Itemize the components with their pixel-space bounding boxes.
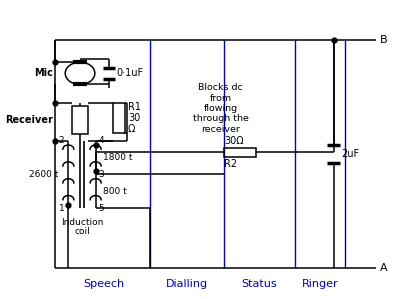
Text: 0·1uF: 0·1uF	[116, 68, 143, 78]
Text: R1: R1	[128, 102, 141, 112]
Text: 2uF: 2uF	[341, 149, 359, 159]
Text: B: B	[380, 35, 387, 45]
Text: 30: 30	[128, 113, 140, 123]
Text: Speech: Speech	[83, 279, 124, 289]
Text: 2600 t: 2600 t	[29, 170, 59, 179]
Text: R2: R2	[224, 159, 238, 169]
Text: 800 t: 800 t	[103, 187, 127, 196]
Text: A: A	[380, 263, 387, 273]
Text: Induction: Induction	[61, 218, 103, 227]
Bar	[113, 103, 125, 133]
Text: 4: 4	[99, 136, 104, 145]
Text: 30Ω: 30Ω	[224, 136, 244, 146]
Text: Ω: Ω	[128, 124, 135, 134]
Text: Dialling: Dialling	[166, 279, 209, 289]
Text: 5: 5	[99, 204, 105, 213]
Bar	[72, 106, 88, 134]
Text: 2: 2	[59, 136, 64, 145]
Bar	[224, 148, 256, 157]
Text: 1800 t: 1800 t	[103, 153, 133, 162]
Text: coil: coil	[74, 227, 90, 236]
Text: Blocks dc
from
flowing
through the
receiver: Blocks dc from flowing through the recei…	[193, 83, 248, 134]
Text: Mic: Mic	[34, 68, 53, 78]
Text: 3: 3	[99, 170, 105, 179]
Text: Status: Status	[242, 279, 277, 289]
Text: Ringer: Ringer	[302, 279, 338, 289]
Text: 1: 1	[59, 204, 64, 213]
Text: Receiver: Receiver	[5, 115, 53, 125]
